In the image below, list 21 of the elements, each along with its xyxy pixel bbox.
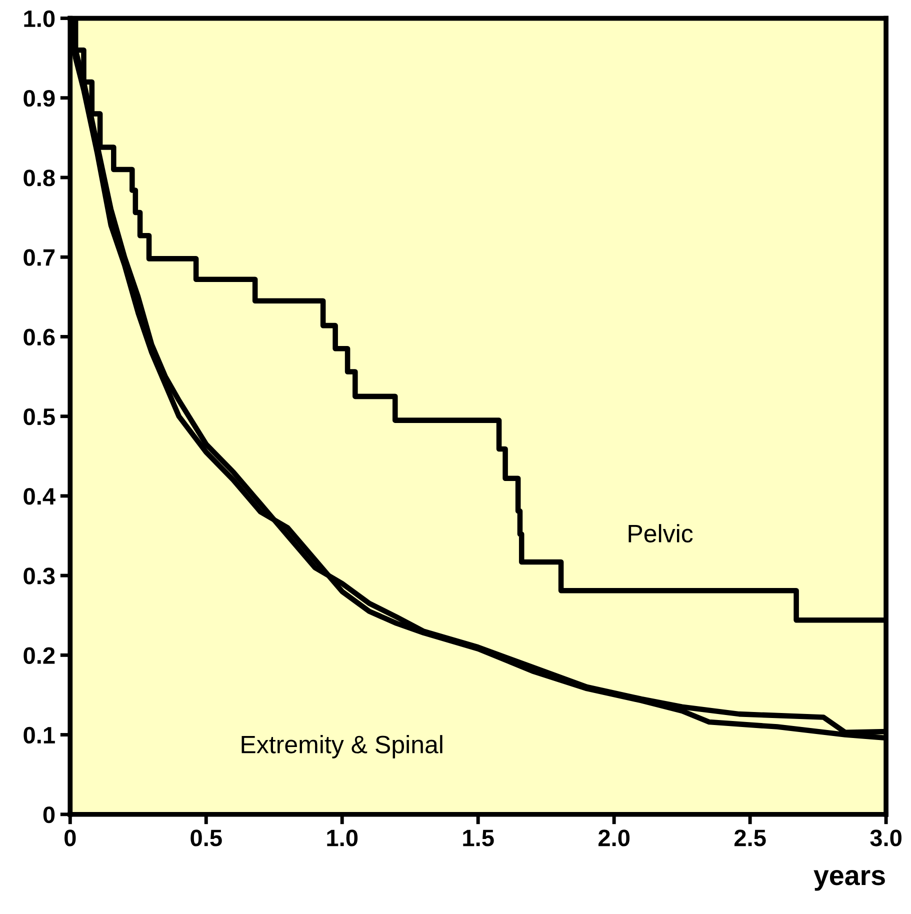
x-tick-label: 2.5 — [734, 830, 766, 846]
y-tick-label: 0.6 — [24, 328, 55, 346]
y-tick-label: 0.9 — [24, 90, 55, 107]
y-tick-label: 0.7 — [24, 249, 55, 266]
x-tick-label: 1.0 — [327, 830, 358, 846]
y-tick-label: 0.4 — [24, 488, 56, 505]
y-tick-label: 0.2 — [24, 647, 55, 664]
y-tick-label: 0.8 — [24, 170, 55, 186]
x-tick-label: 2.0 — [598, 830, 630, 846]
x-axis-title: years — [814, 870, 885, 891]
x-tick-label: 1.5 — [463, 830, 494, 846]
y-tick-label: 0.5 — [24, 408, 55, 426]
y-tick-label: 0.3 — [24, 568, 55, 584]
x-tick-label: 0.5 — [190, 830, 222, 846]
annotation: Extremity & Spinal — [242, 735, 442, 758]
x-tick-label: 0 — [64, 830, 76, 846]
annotation: Pelvic — [628, 524, 693, 542]
x-tick-label: 3.0 — [870, 830, 902, 846]
y-tick-label: 0 — [43, 806, 55, 824]
y-tick-label: 1.0 — [24, 10, 55, 28]
y-tick-label: 0.1 — [24, 726, 55, 744]
